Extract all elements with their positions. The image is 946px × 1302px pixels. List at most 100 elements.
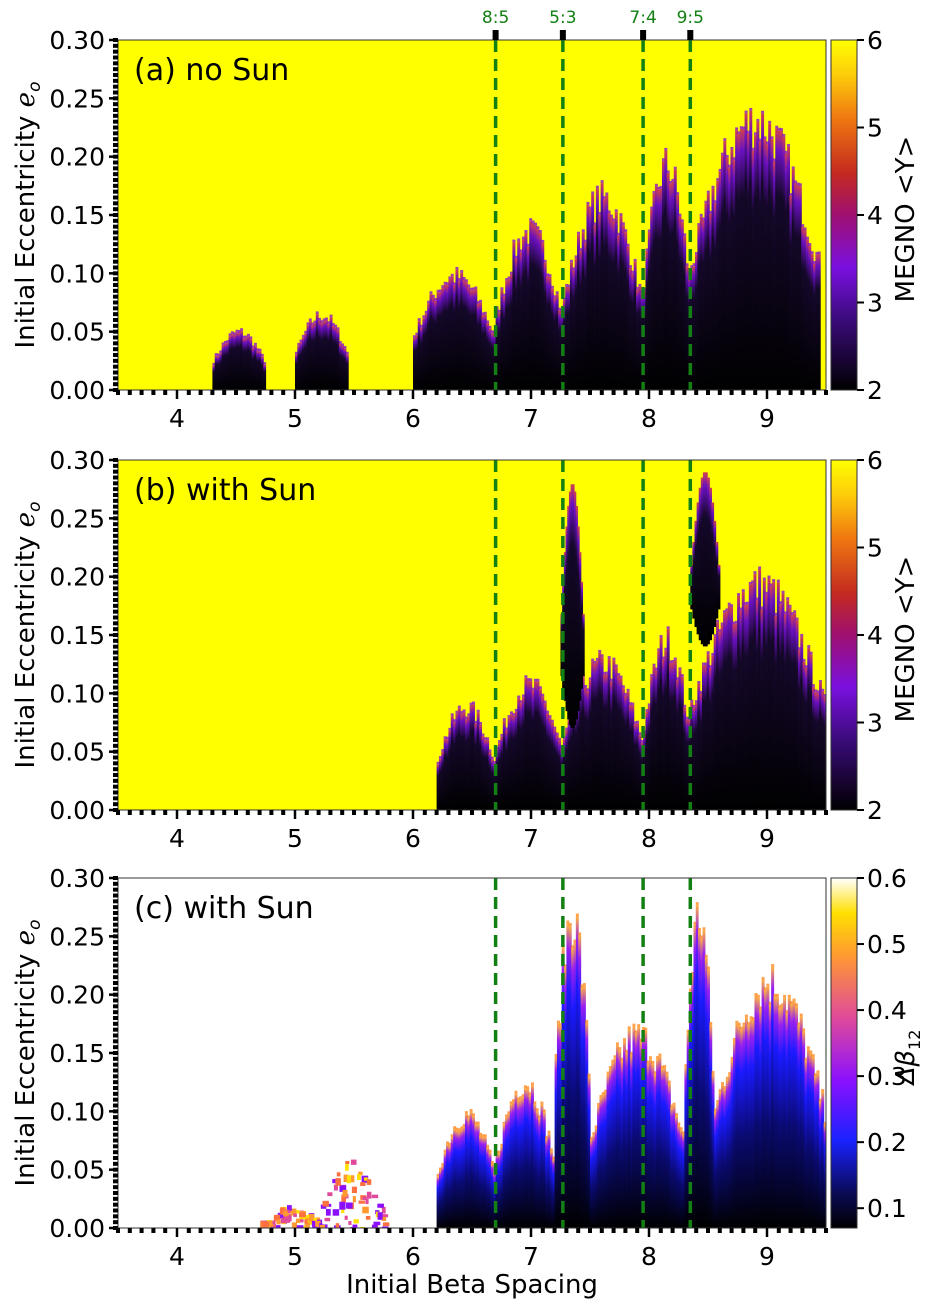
stable-column xyxy=(716,1102,720,1228)
stable-column xyxy=(505,281,509,390)
stable-column xyxy=(711,655,715,810)
stable-edge xyxy=(242,335,246,339)
stable-column xyxy=(579,683,583,810)
stable-column xyxy=(626,246,630,390)
y-minor-tick xyxy=(113,992,118,997)
stable-edge xyxy=(455,1127,459,1131)
stable-edge xyxy=(500,733,504,737)
x-minor-tick xyxy=(458,1228,463,1233)
x-tick-label: 5 xyxy=(287,404,303,433)
stable-column xyxy=(752,1020,756,1228)
island-column xyxy=(582,613,585,677)
stable-edge xyxy=(690,699,694,703)
stable-column xyxy=(704,203,708,390)
stable-edge xyxy=(716,1099,720,1103)
scatter-cell xyxy=(363,1177,368,1181)
stable-column xyxy=(728,167,732,390)
stable-island xyxy=(560,484,585,728)
scatter-cell xyxy=(335,1178,341,1186)
scatter-cell xyxy=(262,1221,269,1228)
stable-island xyxy=(690,472,721,647)
stable-column xyxy=(438,292,442,390)
stable-edge xyxy=(538,1115,542,1119)
island-column xyxy=(698,487,702,641)
x-minor-tick xyxy=(623,390,628,395)
y-minor-tick xyxy=(113,940,118,945)
y-minor-tick xyxy=(113,73,118,77)
y-axis-label-symbol: e xyxy=(11,930,41,945)
x-minor-tick xyxy=(658,810,663,815)
stable-column xyxy=(315,314,319,390)
y-minor-tick xyxy=(113,1086,118,1090)
stable-column xyxy=(500,736,504,810)
x-minor-tick xyxy=(363,1228,368,1233)
x-minor-tick xyxy=(198,1228,203,1233)
stable-edge xyxy=(799,1013,803,1017)
stable-edge xyxy=(702,217,706,221)
x-tick-label: 7 xyxy=(523,824,539,853)
stable-edge xyxy=(768,1001,772,1005)
stable-column xyxy=(327,324,331,390)
x-minor-tick xyxy=(257,1228,262,1233)
stable-column xyxy=(467,716,471,810)
stable-edge xyxy=(604,1089,608,1093)
stable-edge xyxy=(469,1109,473,1113)
scatter-cell xyxy=(362,1206,369,1214)
stable-column xyxy=(810,254,814,390)
y-minor-tick xyxy=(113,306,118,311)
stable-edge xyxy=(559,1023,563,1027)
y-minor-tick xyxy=(113,615,118,620)
x-minor-tick xyxy=(434,390,439,395)
stable-edge xyxy=(574,255,578,259)
stable-column xyxy=(524,678,528,810)
stable-edge xyxy=(713,1108,717,1112)
stable-column xyxy=(552,1159,556,1228)
stable-edge xyxy=(457,278,461,282)
stable-column xyxy=(691,974,695,1228)
stable-edge xyxy=(821,688,825,692)
stable-column xyxy=(611,1062,615,1228)
stable-edge xyxy=(761,977,765,981)
stable-column xyxy=(240,331,244,390)
stable-edge xyxy=(672,1102,676,1106)
y-minor-tick xyxy=(113,370,118,375)
stable-edge xyxy=(427,300,431,304)
stable-edge xyxy=(577,231,580,235)
x-minor-tick xyxy=(116,810,120,815)
x-minor-tick xyxy=(800,390,805,395)
stable-edge xyxy=(625,1049,629,1053)
stable-column xyxy=(584,242,588,390)
stable-column xyxy=(541,696,545,810)
stable-column xyxy=(807,648,811,810)
scatter-cell xyxy=(382,1222,390,1227)
scatter-cell xyxy=(360,1182,366,1186)
x-minor-tick xyxy=(127,810,132,815)
stable-edge xyxy=(693,921,697,925)
y-minor-tick xyxy=(113,224,118,229)
x-minor-tick xyxy=(387,810,392,815)
stable-edge xyxy=(329,314,333,318)
stable-column xyxy=(666,173,670,390)
stable-edge xyxy=(697,223,701,227)
stable-column xyxy=(645,712,649,810)
stable-column xyxy=(500,290,504,390)
stable-column xyxy=(450,276,454,390)
stable-column xyxy=(680,222,684,390)
stable-edge xyxy=(510,271,514,275)
stable-edge xyxy=(802,1028,806,1032)
stable-edge xyxy=(455,266,459,270)
x-tick-label: 6 xyxy=(405,1242,421,1271)
stable-column xyxy=(536,681,540,810)
y-minor-tick xyxy=(113,376,118,381)
colorbar-label: Δβ12 xyxy=(891,1030,924,1087)
scatter-cell xyxy=(365,1198,369,1205)
stable-edge xyxy=(429,291,433,295)
stable-edge xyxy=(798,183,802,187)
stable-edge xyxy=(664,647,668,651)
y-minor-tick xyxy=(113,1051,118,1055)
stable-edge xyxy=(633,258,637,262)
stable-edge xyxy=(651,1061,655,1065)
x-minor-tick xyxy=(375,810,380,815)
stable-edge xyxy=(788,604,792,608)
stable-column xyxy=(493,1173,497,1228)
